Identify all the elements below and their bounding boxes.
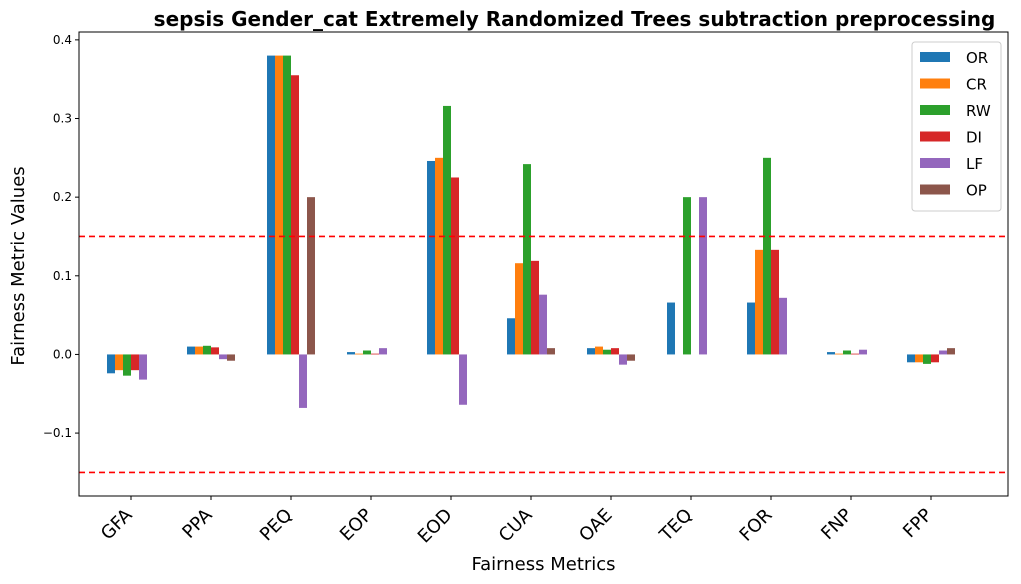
bar-rw-oae xyxy=(603,349,611,355)
legend-label-or: OR xyxy=(966,49,988,67)
bar-or-for xyxy=(747,302,755,355)
bar-cr-peq xyxy=(275,55,283,355)
bar-or-eop xyxy=(347,352,355,355)
bar-di-eod xyxy=(451,177,459,355)
bar-cr-ppa xyxy=(195,346,203,355)
bar-rw-teq xyxy=(683,197,691,355)
bar-rw-cua xyxy=(523,164,531,355)
bar-di-oae xyxy=(611,348,619,355)
x-tick-label-fnp: FNP xyxy=(817,505,856,544)
bar-lf-for xyxy=(779,297,787,355)
bar-cr-gfa xyxy=(115,354,123,371)
bar-lf-teq xyxy=(699,197,707,355)
x-tick-label-peq: PEQ xyxy=(256,505,297,546)
bar-or-fpp xyxy=(907,354,915,363)
bar-or-eod xyxy=(427,160,435,355)
bar-or-teq xyxy=(667,302,675,355)
bar-di-gfa xyxy=(131,354,139,371)
bar-lf-gfa xyxy=(139,354,147,380)
legend-label-lf: LF xyxy=(966,155,983,173)
legend-swatch-cr xyxy=(920,78,950,89)
y-tick-label: 0.2 xyxy=(53,190,72,204)
plot-frame xyxy=(78,31,1009,497)
bar-op-peq xyxy=(307,197,315,355)
bar-op-ppa xyxy=(227,354,235,361)
bar-lf-oae xyxy=(619,354,627,365)
plot-area: −0.1 0.0 0.1 0.2 0.3 0.4 GFA PPA PEQ EOP EOD CUA OAE… xyxy=(43,31,1009,548)
bar-di-eop xyxy=(371,353,379,355)
bar-rw-eod xyxy=(443,105,451,355)
bar-op-oae xyxy=(627,354,635,361)
x-tick-label-eod: EOD xyxy=(414,505,457,548)
bar-di-fpp xyxy=(931,354,939,363)
bar-cr-eod xyxy=(435,157,443,355)
legend-swatch-or xyxy=(920,52,950,62)
bar-or-ppa xyxy=(187,346,195,355)
x-tick-label-fpp: FPP xyxy=(899,505,937,543)
x-tick-label-teq: TEQ xyxy=(655,505,696,546)
bar-lf-peq xyxy=(299,354,307,408)
bar-rw-ppa xyxy=(203,345,211,355)
bar-rw-peq xyxy=(283,55,291,355)
bar-rw-fpp xyxy=(923,354,931,364)
bar-rw-fnp xyxy=(843,350,851,355)
bar-or-oae xyxy=(587,348,595,355)
x-tick-label-eop: EOP xyxy=(336,505,377,546)
y-tick-label: −0.1 xyxy=(43,426,72,440)
bar-di-fnp xyxy=(851,353,859,355)
bar-or-gfa xyxy=(107,354,115,374)
legend-swatch-lf xyxy=(920,158,950,168)
legend-swatch-rw xyxy=(920,105,950,115)
legend: OR CR RW DI LF OP xyxy=(911,41,1002,212)
legend-label-op: OP xyxy=(966,182,987,200)
bar-cr-fnp xyxy=(835,353,843,355)
bar-lf-fpp xyxy=(939,350,947,355)
legend-label-di: DI xyxy=(966,129,982,147)
x-tick-label-ppa: PPA xyxy=(178,504,217,543)
bar-lf-cua xyxy=(539,294,547,355)
y-tick-label: 0.3 xyxy=(53,112,72,126)
x-axis-label: Fairness Metrics xyxy=(471,554,615,575)
x-tick-label-for: FOR xyxy=(736,505,777,546)
bar-cr-oae xyxy=(595,346,603,355)
bar-or-cua xyxy=(507,318,515,355)
bar-di-cua xyxy=(531,260,539,355)
bar-rw-gfa xyxy=(123,354,131,376)
x-tick-label-gfa: GFA xyxy=(97,504,137,544)
bar-or-peq xyxy=(267,55,275,355)
bar-lf-eod xyxy=(459,354,467,405)
bar-op-cua xyxy=(547,348,555,355)
bar-cr-eop xyxy=(355,353,363,355)
y-tick-label: 0.4 xyxy=(53,33,72,47)
bar-lf-fnp xyxy=(859,349,867,355)
y-tick-label: 0.0 xyxy=(53,347,72,361)
bar-cr-for xyxy=(755,249,763,355)
bar-di-ppa xyxy=(211,347,219,355)
legend-label-rw: RW xyxy=(966,102,991,120)
chart-title: sepsis Gender_cat Extremely Randomized T… xyxy=(154,7,996,31)
x-tick-label-cua: CUA xyxy=(495,504,537,546)
bar-lf-ppa xyxy=(219,354,227,360)
y-tick-label: 0.1 xyxy=(53,269,72,283)
legend-label-cr: CR xyxy=(966,76,987,94)
y-axis-label: Fairness Metric Values xyxy=(8,166,29,365)
bar-or-fnp xyxy=(827,352,835,355)
bar-cr-fpp xyxy=(915,354,923,363)
bar-di-for xyxy=(771,249,779,355)
bar-cr-cua xyxy=(515,263,523,355)
bar-di-peq xyxy=(291,75,299,355)
legend-swatch-di xyxy=(920,131,950,142)
legend-swatch-op xyxy=(920,184,950,195)
bar-op-fpp xyxy=(947,348,955,355)
bar-lf-eop xyxy=(379,348,387,355)
x-tick-label-oae: OAE xyxy=(575,505,616,546)
bar-rw-eop xyxy=(363,350,371,355)
bar-rw-for xyxy=(763,157,771,355)
